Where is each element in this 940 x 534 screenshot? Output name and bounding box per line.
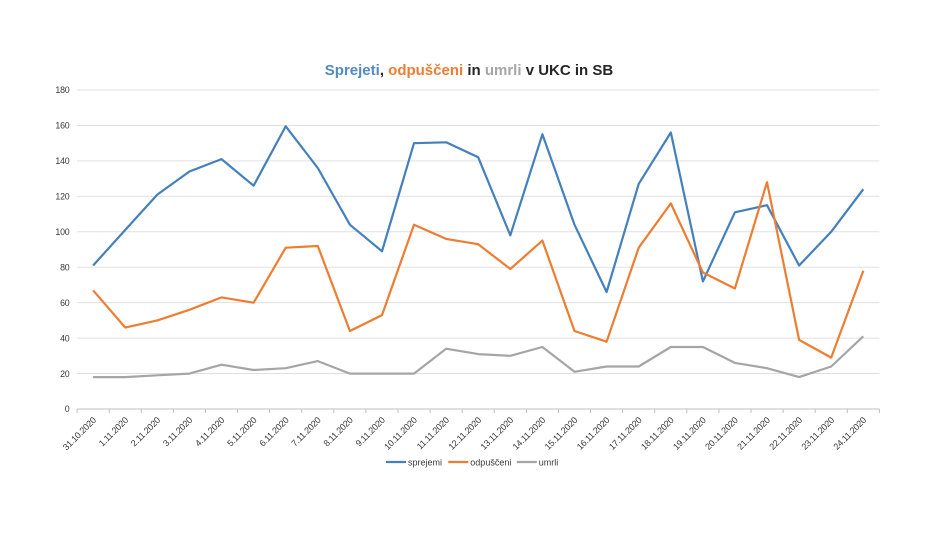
svg-text:140: 140: [55, 156, 69, 166]
svg-text:160: 160: [55, 121, 69, 131]
svg-text:0: 0: [65, 404, 70, 414]
svg-text:umrli: umrli: [539, 458, 559, 468]
svg-text:Sprejeti, odpuščeni in umrli v: Sprejeti, odpuščeni in umrli v UKC in SB: [325, 62, 614, 79]
svg-text:odpuščeni: odpuščeni: [470, 458, 511, 468]
svg-text:20: 20: [60, 369, 70, 379]
svg-text:80: 80: [60, 262, 70, 272]
svg-text:60: 60: [60, 298, 70, 308]
svg-text:40: 40: [60, 333, 70, 343]
svg-text:120: 120: [55, 192, 69, 202]
svg-text:180: 180: [55, 85, 69, 95]
svg-text:100: 100: [55, 227, 69, 237]
svg-text:sprejemi: sprejemi: [408, 458, 442, 468]
